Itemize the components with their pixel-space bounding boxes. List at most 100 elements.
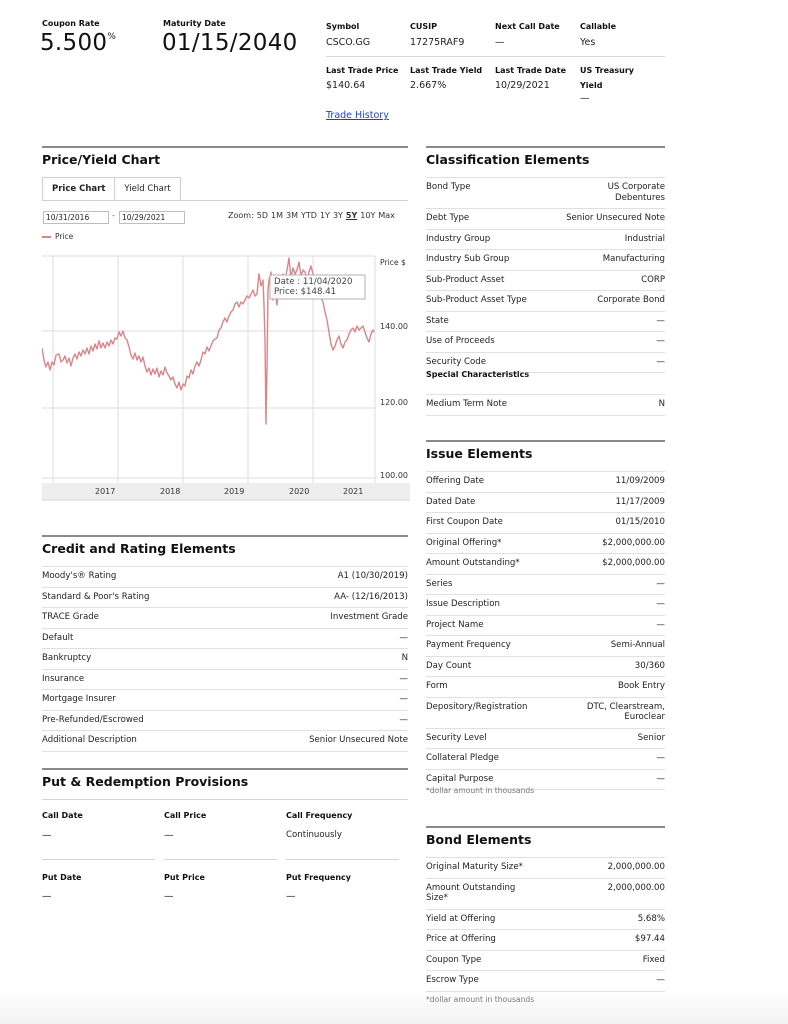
tooltip-price: Price: $148.41 <box>274 286 337 297</box>
coupon-rate-label: Coupon Rate <box>42 19 100 28</box>
coupon-rate-value: 5.500% <box>40 30 116 56</box>
row-value: DTC, Clearstream, Euroclear <box>587 702 665 723</box>
chart-tooltip <box>269 274 366 300</box>
classification-section-title: Classification Elements <box>426 152 590 167</box>
bond-footnote: *dollar amount in thousands <box>426 995 535 1004</box>
row-key: Default <box>42 632 74 643</box>
row-key: Original Offering* <box>426 537 502 548</box>
us-treasury-yield-label-2: Yield <box>580 81 603 90</box>
classification-row: Industry Sub Group Manufacturing <box>426 249 665 270</box>
us-treasury-yield-label-1: US Treasury <box>580 66 635 75</box>
classification-row: State — <box>426 310 665 332</box>
classification-row: Industry Group Industrial <box>426 228 665 250</box>
zoom-label: Zoom: <box>228 211 254 220</box>
credit-row: Additional Description Senior Unsecured N… <box>42 730 408 752</box>
last-trade-date-value: 10/29/2021 <box>495 80 550 91</box>
put-section-bar <box>42 768 408 770</box>
zoom-max[interactable]: Max <box>378 211 395 220</box>
tab-price-chart[interactable]: Price Chart <box>42 177 116 200</box>
zoom-1m[interactable]: 1M <box>271 211 284 220</box>
row-key: Sub-Product Asset Type <box>426 295 527 305</box>
row-value: A1 (10/30/2019) <box>337 571 408 581</box>
row-key: Use of Proceeds <box>426 336 495 346</box>
row-value: N <box>658 399 665 409</box>
cusip-label: CUSIP <box>410 22 437 31</box>
row-value: $2,000,000.00 <box>602 537 665 548</box>
zoom-10y[interactable]: 10Y <box>360 211 376 220</box>
row-value: — <box>656 578 665 589</box>
classification-section-bar <box>426 146 665 148</box>
row-value: Manufacturing <box>602 254 665 264</box>
row-key: Offering Date <box>426 476 485 486</box>
bond-section-bar <box>426 826 665 828</box>
us-treasury-yield-value: — <box>580 93 590 104</box>
row-key: Moody's® Rating <box>42 571 117 581</box>
zoom-3y[interactable]: 3Y <box>332 211 343 220</box>
issue-row: First Coupon Date 01/15/2010 <box>426 512 665 533</box>
row-key: Yield at Offering <box>426 913 496 924</box>
zoom-1y[interactable]: 1Y <box>319 211 330 220</box>
call-price-label: Call Price <box>164 811 207 820</box>
credit-rating-table: Moody's® Rating A1 (10/30/2019) Standard … <box>42 566 408 752</box>
issue-row: Issue Description — <box>426 594 665 615</box>
call-divider-3 <box>286 859 399 860</box>
row-key: Insurance <box>42 673 85 684</box>
start-date-input[interactable] <box>43 211 109 224</box>
row-key: Amount Outstanding Size* <box>426 883 515 904</box>
issue-row: Security Level Senior <box>426 727 665 749</box>
row-key: Bankruptcy <box>42 653 92 663</box>
row-value: — <box>399 714 408 725</box>
chart-tooltip-text: Date : 11/04/2020 Price: $148.41 <box>274 277 352 297</box>
next-call-date-label: Next Call Date <box>495 22 560 31</box>
row-key: Original Maturity Size* <box>426 862 523 872</box>
row-value: — <box>399 632 408 643</box>
issue-row: Offering Date 11/09/2009 <box>426 471 665 492</box>
row-key: Security Level <box>426 732 487 743</box>
price-chart[interactable] <box>42 250 410 505</box>
put-frequency-value: — <box>286 891 296 902</box>
row-value: Corporate Bond <box>597 295 665 305</box>
last-trade-yield-label: Last Trade Yield <box>410 66 483 75</box>
row-key: Form <box>426 681 448 691</box>
chart-legend[interactable]: Price <box>42 232 73 241</box>
trade-history-link[interactable]: Trade History <box>326 110 389 121</box>
row-value: CORP <box>641 274 665 285</box>
x-axis-band <box>42 483 410 500</box>
classification-row: Sub-Product Asset CORP <box>426 269 665 291</box>
tab-yield-chart[interactable]: Yield Chart <box>115 177 181 200</box>
zoom-5d[interactable]: 5D <box>256 211 269 220</box>
row-key: Security Code <box>426 356 487 367</box>
row-key: Standard & Poor's Rating <box>42 591 150 602</box>
issue-row: Day Count 30/360 <box>426 655 665 677</box>
header-divider <box>326 56 665 57</box>
row-key: Industry Sub Group <box>426 254 510 264</box>
issue-row: Payment Frequency Semi-Annual <box>426 635 665 656</box>
chart-tabs: Price Chart Yield Chart <box>42 177 181 200</box>
call-divider-2 <box>164 859 277 860</box>
credit-row: Default — <box>42 627 408 649</box>
maturity-date-value: 01/15/2040 <box>162 30 298 56</box>
special-characteristics-table: Medium Term Note N <box>426 394 665 416</box>
last-trade-date-label: Last Trade Date <box>495 66 567 75</box>
row-value: N <box>401 653 408 663</box>
bond-row: Yield at Offering 5.68% <box>426 908 665 930</box>
classification-table: Bond Type US Corporate Debentures Debt Typ… <box>426 177 665 373</box>
row-key: Capital Purpose <box>426 773 494 784</box>
classification-row: Debt Type Senior Unsecured Note <box>426 208 665 229</box>
zoom-5y[interactable]: 5Y <box>345 211 358 220</box>
bond-table: Original Maturity Size* 2,000,000.00 Amou… <box>426 857 665 992</box>
bond-row: Price at Offering $97.44 <box>426 929 665 950</box>
put-section-title: Put & Redemption Provisions <box>42 774 249 789</box>
row-value: — <box>656 753 665 763</box>
chart-section-title: Price/Yield Chart <box>42 152 161 167</box>
end-date-input[interactable] <box>119 211 185 224</box>
x-tick-2021: 2021 <box>343 487 364 496</box>
put-price-value: — <box>164 891 174 902</box>
legend-swatch-icon <box>42 235 51 238</box>
zoom-3m[interactable]: 3M <box>286 211 299 220</box>
maturity-date-label: Maturity Date <box>163 19 226 28</box>
row-key: Collateral Pledge <box>426 753 499 763</box>
last-trade-price-label: Last Trade Price <box>326 66 399 75</box>
zoom-ytd[interactable]: YTD <box>301 211 317 220</box>
classification-row: Security Code — <box>426 351 665 373</box>
